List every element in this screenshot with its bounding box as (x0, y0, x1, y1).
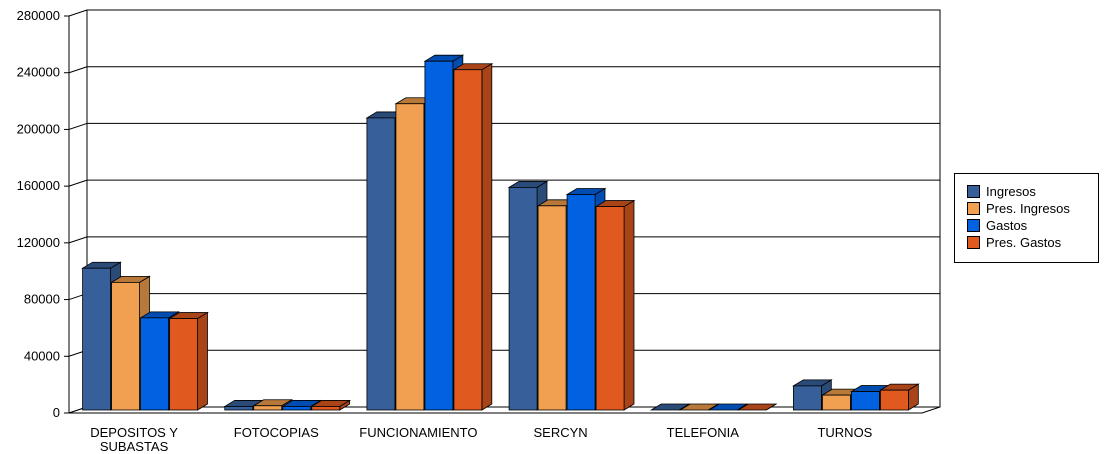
bar-gastos (707, 403, 749, 411)
y-tick-label: 280000 (17, 8, 60, 23)
legend-item: Ingresos (967, 183, 1098, 200)
legend-swatch (967, 236, 980, 249)
gridline-side (68, 9, 88, 17)
bars (81, 54, 920, 411)
legend-swatch (967, 202, 980, 215)
tick-labels: 0 40000 80000 120000 160000 200000 240000 28000… (17, 8, 873, 454)
bar-pres-ingresos (678, 403, 720, 411)
x-tick-label: SUBASTAS (100, 439, 169, 454)
bar-pres-gastos (310, 399, 352, 411)
legend-label: Pres. Ingresos (986, 201, 1070, 216)
y-tick-label: 80000 (24, 292, 60, 307)
x-tick-label: FUNCIONAMIENTO (359, 425, 477, 440)
y-tick-label: 0 (53, 405, 60, 420)
bar-pres-gastos (736, 403, 778, 411)
legend-label: Gastos (986, 218, 1028, 233)
x-tick-label: DEPOSITOS Y (90, 425, 178, 440)
bar-ingresos (649, 403, 691, 411)
y-tick-label: 200000 (17, 121, 60, 136)
legend-item: Pres. Gastos (967, 234, 1098, 251)
legend-item: Gastos (967, 217, 1098, 234)
x-tick-label: FOTOCOPIAS (234, 425, 319, 440)
legend-label: Pres. Gastos (986, 235, 1062, 250)
gridline-side (68, 122, 88, 130)
bar-pres-gastos (878, 383, 920, 411)
y-tick-label: 120000 (17, 235, 60, 250)
y-tick-label: 240000 (17, 65, 60, 80)
legend-label: Ingresos (986, 184, 1036, 199)
y-tick-label: 40000 (24, 348, 60, 363)
legend-item: Pres. Ingresos (967, 200, 1098, 217)
bar-pres-gastos (594, 199, 636, 411)
x-tick-label: SERCYN (533, 425, 587, 440)
gridline-side (68, 179, 88, 187)
legend-swatch (967, 219, 980, 232)
x-tick-label: TELEFONIA (667, 425, 740, 440)
x-tick-label: TURNOS (817, 425, 872, 440)
y-tick-label: 160000 (17, 178, 60, 193)
bar-pres-ingresos (252, 399, 294, 411)
legend-swatch (967, 185, 980, 198)
bar-pres-gastos (452, 63, 494, 411)
gridline-side (68, 236, 88, 244)
bar-pres-gastos (168, 311, 209, 411)
legend: Ingresos Pres. Ingresos Gastos Pres. Gastos (954, 173, 1099, 263)
gridline-side (68, 66, 88, 74)
